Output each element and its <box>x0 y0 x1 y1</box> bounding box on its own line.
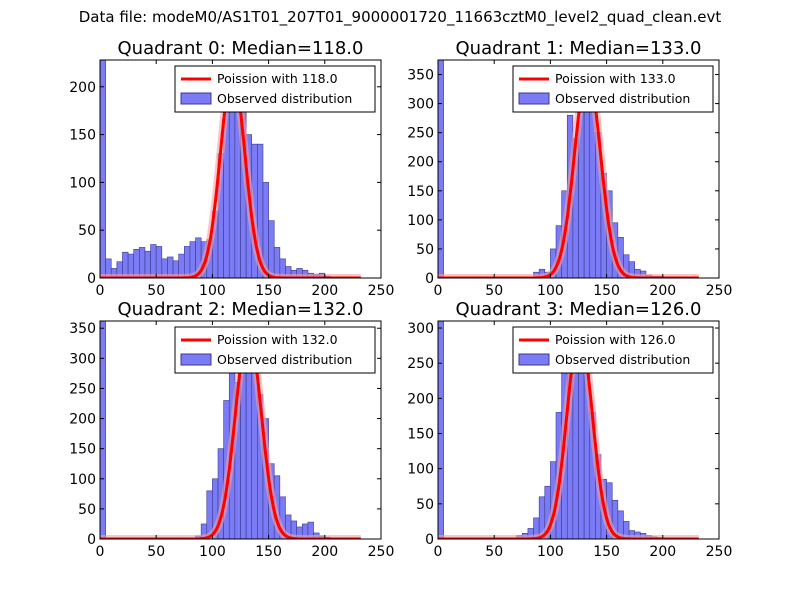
histogram-bar <box>273 247 281 278</box>
y-tick-label: 200 <box>407 391 434 407</box>
y-tick-label: 50 <box>416 497 434 513</box>
panel-quadrant-2: 0 50 100 150 200 250 0 50 100 150 200 250 300 350 Quad… <box>69 299 394 560</box>
legend-label-observed: Observed distribution <box>217 91 352 106</box>
y-tick-label: 250 <box>407 356 434 372</box>
poisson-curve <box>100 329 361 539</box>
y-tick-label: 250 <box>69 381 96 397</box>
poisson-curve <box>438 69 699 278</box>
poisson-curve <box>438 329 699 539</box>
histogram-bar <box>100 60 106 278</box>
histogram-bar <box>438 321 444 539</box>
legend-label-observed: Observed distribution <box>217 352 352 367</box>
y-tick-label: 150 <box>407 427 434 443</box>
histogram-bar <box>144 250 151 278</box>
y-tick-label: 300 <box>69 351 96 367</box>
y-tick-label: 300 <box>407 97 434 113</box>
x-tick-label: 150 <box>255 544 282 560</box>
x-tick-label: 200 <box>311 283 338 299</box>
y-tick-label: 100 <box>69 175 96 191</box>
y-tick-label: 0 <box>425 532 434 548</box>
panel-title: Quadrant 2: Median=132.0 <box>118 299 364 320</box>
x-tick-label: 250 <box>706 283 733 299</box>
x-tick-label: 0 <box>434 544 443 560</box>
y-tick-label: 50 <box>78 502 96 518</box>
y-tick-label: 100 <box>407 213 434 229</box>
x-tick-label: 0 <box>96 283 105 299</box>
figure-title: Data file: modeM0/AS1T01_207T01_90000017… <box>78 8 722 26</box>
legend-bar-swatch <box>518 353 550 366</box>
histogram-bar <box>438 60 444 278</box>
histogram-bar <box>150 244 157 278</box>
y-tick-label: 50 <box>78 223 96 239</box>
y-tick-label: 150 <box>69 128 96 144</box>
histogram-bar <box>268 220 275 278</box>
x-tick-label: 200 <box>649 283 676 299</box>
x-tick-label: 0 <box>434 283 443 299</box>
histogram-bar <box>155 246 163 278</box>
x-tick-label: 100 <box>199 283 226 299</box>
axes-frame <box>437 320 720 540</box>
legend-bar-swatch <box>180 353 212 366</box>
axes-frame <box>99 59 382 279</box>
y-tick-label: 50 <box>416 242 434 258</box>
panel-title: Quadrant 3: Median=126.0 <box>456 299 702 320</box>
y-tick-label: 100 <box>407 462 434 478</box>
y-tick-label: 0 <box>425 271 434 287</box>
plot-area <box>438 321 699 539</box>
plot-area <box>100 321 361 539</box>
y-tick-label: 300 <box>407 321 434 337</box>
panel-quadrant-0: 0 50 100 150 200 250 0 50 100 150 200 Quadrant 0: M… <box>69 38 394 299</box>
x-tick-label: 0 <box>96 544 105 560</box>
legend-label-poisson: Poission with 133.0 <box>555 71 676 86</box>
y-tick-label: 0 <box>87 532 96 548</box>
legend-label-poisson: Poission with 118.0 <box>217 71 338 86</box>
axes-frame <box>437 59 720 279</box>
x-tick-label: 200 <box>649 544 676 560</box>
panel-title: Quadrant 0: Median=118.0 <box>118 38 364 59</box>
x-tick-label: 50 <box>485 544 503 560</box>
y-tick-label: 200 <box>407 155 434 171</box>
y-tick-label: 350 <box>407 68 434 84</box>
y-tick-label: 150 <box>69 442 96 458</box>
y-tick-label: 250 <box>407 126 434 142</box>
y-tick-label: 0 <box>87 271 96 287</box>
plot-area <box>438 60 699 278</box>
y-tick-label: 150 <box>407 184 434 200</box>
x-tick-label: 50 <box>147 283 165 299</box>
x-tick-label: 250 <box>368 283 395 299</box>
legend-label-poisson: Poission with 132.0 <box>217 332 338 347</box>
x-tick-label: 200 <box>311 544 338 560</box>
y-tick-label: 200 <box>69 412 96 428</box>
x-tick-label: 100 <box>537 544 564 560</box>
x-tick-label: 250 <box>706 544 733 560</box>
x-tick-label: 250 <box>368 544 395 560</box>
y-tick-label: 350 <box>69 321 96 337</box>
x-tick-label: 100 <box>537 283 564 299</box>
legend-bar-swatch <box>180 92 212 105</box>
histogram-bar <box>139 247 146 278</box>
panel-quadrant-3: 0 50 100 150 200 250 0 50 100 150 200 250 300 Quadran… <box>407 299 732 560</box>
histogram-bar <box>623 521 630 539</box>
legend-bar-swatch <box>518 92 550 105</box>
y-tick-label: 200 <box>69 80 96 96</box>
x-tick-label: 150 <box>593 283 620 299</box>
panel-quadrant-1: 0 50 100 150 200 250 0 50 100 150 200 250 300 350 Quad… <box>407 38 732 299</box>
axes-frame <box>99 320 382 540</box>
x-tick-label: 50 <box>147 544 165 560</box>
legend-label-poisson: Poission with 126.0 <box>555 332 676 347</box>
x-tick-label: 50 <box>485 283 503 299</box>
y-tick-label: 100 <box>69 472 96 488</box>
x-tick-label: 150 <box>593 544 620 560</box>
legend-label-observed: Observed distribution <box>555 91 690 106</box>
x-tick-label: 150 <box>255 283 282 299</box>
histogram-bar <box>307 521 314 539</box>
panel-title: Quadrant 1: Median=133.0 <box>456 38 702 59</box>
histogram-bar <box>100 321 106 539</box>
histogram-bar <box>133 249 140 278</box>
legend-label-observed: Observed distribution <box>555 352 690 367</box>
x-tick-label: 100 <box>199 544 226 560</box>
histogram-bar <box>184 246 191 278</box>
